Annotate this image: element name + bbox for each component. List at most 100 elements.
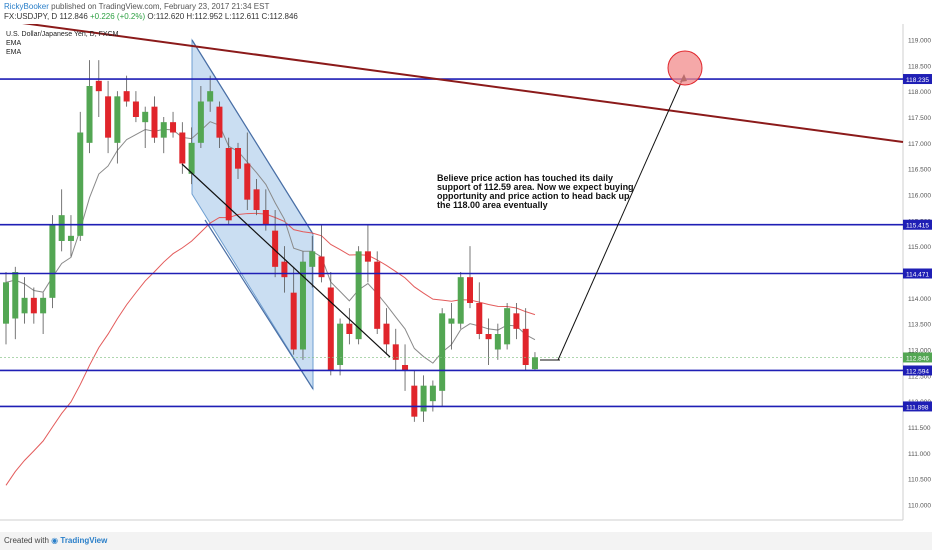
y-tick-label: 110.500 [908,477,931,484]
candle [225,137,232,226]
tradingview-brand[interactable]: TradingView [60,536,108,545]
candle [30,287,37,324]
candle-body [402,365,409,371]
candle-body [262,210,269,226]
candle-body [67,235,74,241]
publish-text: published on TradingView.com, February 2… [51,2,270,11]
ema-slow-line [5,212,536,486]
y-tick-label: 113.500 [908,322,931,329]
candle [95,60,102,117]
candle [327,272,334,376]
candle-body [272,230,279,267]
candle-body [513,313,520,329]
candle [179,122,186,174]
price-chart[interactable]: 110.000110.500111.000111.500112.000112.5… [0,24,932,524]
y-tick-label: 117.000 [908,141,931,148]
symbol-ohlc: O:112.620 H:112.952 L:112.611 C:112.846 [147,12,298,21]
y-tick-label: 115.000 [908,244,931,251]
candle [448,303,455,350]
candle-body [476,303,483,334]
candle-body [309,251,316,267]
candle-body [170,122,177,133]
target-circle [667,50,703,86]
long-term-trendline [22,24,904,143]
candle [439,308,446,407]
candle [3,272,9,345]
candle [494,323,501,360]
level-price-tag [903,74,932,85]
y-tick-label: 111.000 [908,451,931,458]
legend-ema-2: EMA [6,49,22,56]
level-price-label: 114.471 [906,271,929,278]
candle-body [504,308,511,345]
candle-body [392,344,399,360]
level-price-label: 111.898 [906,404,929,411]
candle [67,215,74,257]
candle-body [225,148,232,221]
candle [262,189,269,231]
candle [420,375,427,422]
candle-body [114,96,121,143]
candle [346,308,353,345]
candle-body [142,111,149,123]
short-trendline [181,163,391,358]
candle-body [355,251,362,340]
candle [207,75,214,112]
y-tick-label: 117.500 [908,115,931,122]
candle [272,210,279,278]
created-with: Created with ◉ TradingView [4,536,107,545]
candle [392,328,399,371]
candle-body [337,323,344,365]
candle [114,91,121,164]
candle [253,179,260,216]
candle [522,308,529,371]
legend-title: U.S. Dollar/Japanese Yen, D, FXCM [6,31,119,38]
candle-body [494,334,501,350]
candle-body [411,385,418,417]
candle-body [420,385,427,412]
candle-body [290,292,297,350]
y-tick-label: 110.000 [908,503,931,510]
channel-lower-line [204,219,314,390]
author-link[interactable]: RickyBooker [4,2,49,11]
candle [216,101,223,148]
candle [197,86,204,148]
candle-body [327,287,334,371]
candle-body [522,328,529,365]
candle-body [95,80,102,92]
candle-body [207,91,214,102]
candle [244,132,251,210]
level-price-tag [903,219,932,230]
candle [105,80,112,154]
candle [374,251,381,334]
y-tick-label: 112.500 [908,373,931,380]
legend-ema-1: EMA [6,40,22,47]
candle-body [151,106,158,138]
level-price-label: 112.594 [906,368,929,375]
publish-info: RickyBooker published on TradingView.com… [4,2,269,11]
candle [151,96,158,143]
candle-body [21,297,28,314]
candle-body [457,277,464,324]
analysis-note: Believe price action has touched its dai… [437,173,634,210]
candle [188,127,195,185]
candle [170,111,177,138]
candle-body [132,101,139,117]
candle-body [160,122,167,138]
chart-legend: U.S. Dollar/Japanese Yen, D, FXCM EMA EM… [6,30,118,57]
candle-body [86,86,93,143]
candle-body [318,256,325,278]
candle-body [244,163,251,200]
y-tick-label: 116.500 [908,167,931,174]
candle-body [58,215,65,241]
candle-body [439,313,446,391]
y-tick-label: 111.500 [908,425,931,432]
candle-body [364,251,371,262]
candle [123,75,130,107]
candle [40,292,47,334]
candle-body [30,297,37,314]
y-tick-label: 118.500 [908,63,931,70]
candle-body [216,106,223,138]
candle-body [197,101,204,143]
y-tick-label: 119.000 [908,38,931,45]
